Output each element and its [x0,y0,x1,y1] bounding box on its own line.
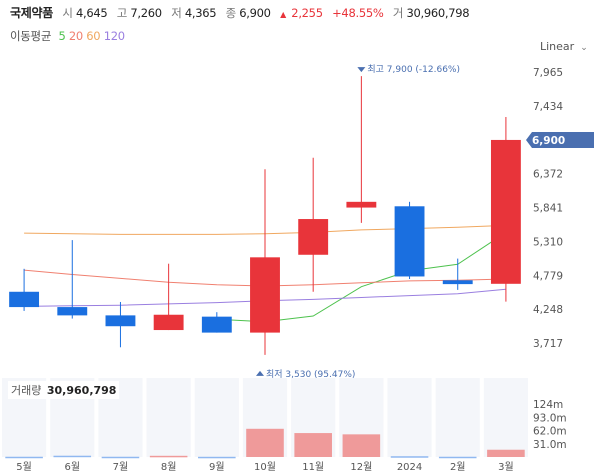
volume-bar [390,456,429,458]
price-tick-label: 4,779 [533,270,563,282]
current-price-label: 6,900 [532,135,565,147]
high-value: 7,260 [130,6,162,20]
x-tick-label: 3월 [498,461,514,472]
chevron-down-icon: ⌄ [580,43,588,53]
volume-column-bg [387,378,432,457]
candle [490,116,521,302]
volume-panel-label: 거래량 30,960,798 [8,381,120,399]
candle-body [57,307,88,316]
volume-tick-label: 93.0m [533,412,567,424]
x-tick-label: 2월 [450,461,466,472]
volume-tick-label: 124m [533,399,563,411]
open-value: 4,645 [75,6,108,20]
candle-body [153,314,184,331]
low-annotation: 최저 3,530 (95.47%) [266,369,355,380]
ma-60-label: 60 [86,29,101,43]
candle [298,157,329,292]
candle [250,169,280,355]
price-tick-label: 3,717 [533,338,563,350]
candle-body [394,206,425,277]
x-tick-label: 7월 [113,461,129,472]
candle-body [298,219,329,255]
volume-bar [294,433,332,457]
x-tick-label: 5월 [16,461,32,472]
volume-bar [101,456,140,459]
close-label: 종 [225,6,237,20]
scale-selector[interactable]: Linear ⌄ [540,40,588,53]
x-tick-label: 6월 [64,461,80,472]
candle [153,263,184,331]
candle [9,268,40,311]
price-tick-label: 5,310 [533,236,563,248]
x-tick-label: 11월 [302,461,324,472]
volume-tick-label: 31.0m [533,439,567,451]
volume-bar [53,455,92,458]
high-marker-icon [357,67,366,73]
volume-bar [342,434,381,457]
x-tick-label: 8월 [161,461,177,472]
moving-average-legend[interactable]: 이동평균 5 20 60 120 [10,28,125,44]
price-tick-label: 5,841 [533,203,563,215]
volume-column-bg [146,378,191,457]
low-value: 4,365 [184,6,217,20]
x-tick-label: 9월 [209,461,225,472]
candle-body [442,280,473,285]
volume-column-bg [194,378,239,457]
volume-bar [198,456,236,459]
candle [394,201,425,280]
high-label: 고 [116,6,128,20]
candle-body [346,201,377,208]
ma-120-label: 120 [103,29,125,43]
volume-bar [5,456,43,459]
high-annotation: 최고 7,900 (-12.66%) [367,64,460,75]
price-tick-label: 4,248 [533,304,563,316]
change-percent: +48.55% [332,6,384,20]
current-price-tag [526,131,594,148]
volume-bar [246,428,284,457]
candle-body [490,139,521,284]
price-tick-label: 6,372 [533,169,563,181]
candle [442,258,473,290]
scale-selector-label: Linear [540,40,575,53]
candle-body [201,316,232,333]
volume-column-bg [483,378,528,457]
volume-panel-title: 거래량 [11,384,42,397]
volume-bar [149,455,188,458]
volume-column-bg [435,378,480,457]
candle-body [105,315,136,327]
close-value: 6,900 [239,6,271,20]
x-tick-label: 2024 [397,462,422,472]
ma-20-label: 20 [68,29,83,43]
volume-panel-value: 30,960,798 [46,384,117,397]
volume-tick-label: 62.0m [533,426,567,438]
open-label: 시 [62,6,73,20]
candle [57,240,88,319]
low-marker-icon [256,370,264,376]
change-value: 2,255 [291,6,323,20]
price-tick-label: 7,434 [533,101,563,113]
volume-bar [438,456,477,459]
change-up-icon: ▲ [280,10,286,19]
volume-bar [487,449,525,457]
low-label: 저 [171,6,182,20]
price-tick-label: 7,965 [533,67,563,79]
volume-value: 30,960,798 [406,6,470,20]
ma-5-label: 5 [58,29,66,43]
ma-legend-label: 이동평균 [10,29,52,43]
candle [105,301,136,348]
x-tick-label: 12월 [350,461,372,472]
price-summary: 국제약품 시 4,645 고 7,260 저 4,365 종 6,900 ▲ 2… [10,4,475,22]
candle [346,76,377,223]
candle-body [250,257,280,333]
stock-name: 국제약품 [10,6,53,20]
volume-label: 거 [392,6,404,20]
candle-body [9,291,40,308]
x-tick-label: 10월 [254,461,276,472]
candle [201,312,232,333]
